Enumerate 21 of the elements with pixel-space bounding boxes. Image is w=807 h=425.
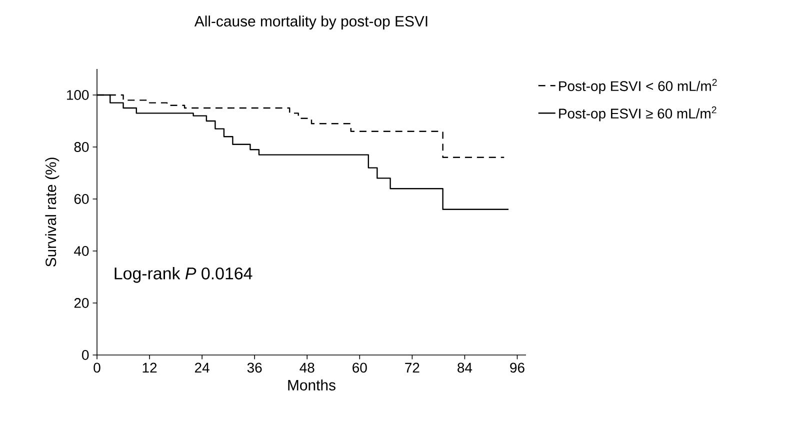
y-tick-label: 100 bbox=[67, 90, 89, 100]
x-tick-label: 96 bbox=[510, 362, 524, 373]
x-axis-title: Months bbox=[288, 379, 336, 390]
y-axis-title: Survival rate (%) bbox=[45, 158, 60, 267]
chart-title: All-cause mortality by post-op ESVI bbox=[194, 16, 428, 30]
x-tick-label: 0 bbox=[94, 362, 100, 373]
legend-label: Post-op ESVI < 60 mL/m$^{2}$ bbox=[559, 78, 717, 94]
y-tick-label: 60 bbox=[74, 194, 89, 204]
y-tick-label: 0 bbox=[82, 350, 89, 360]
legend-label: Post-op ESVI ≥ 60 mL/m$^{2}$ bbox=[559, 106, 716, 122]
x-tick-label: 48 bbox=[300, 362, 314, 373]
x-tick-label: 84 bbox=[458, 362, 472, 373]
y-tick-label: 20 bbox=[74, 298, 89, 308]
x-tick-label: 24 bbox=[195, 362, 210, 373]
annotation: Log-rank P 0.0164 bbox=[114, 267, 252, 283]
y-tick-label: 40 bbox=[74, 246, 89, 256]
x-tick-label: 72 bbox=[405, 362, 420, 373]
x-tick-label: 36 bbox=[247, 362, 262, 373]
y-tick-label: 80 bbox=[74, 142, 89, 152]
x-tick-label: 60 bbox=[352, 362, 367, 373]
x-tick-label: 12 bbox=[142, 362, 157, 373]
